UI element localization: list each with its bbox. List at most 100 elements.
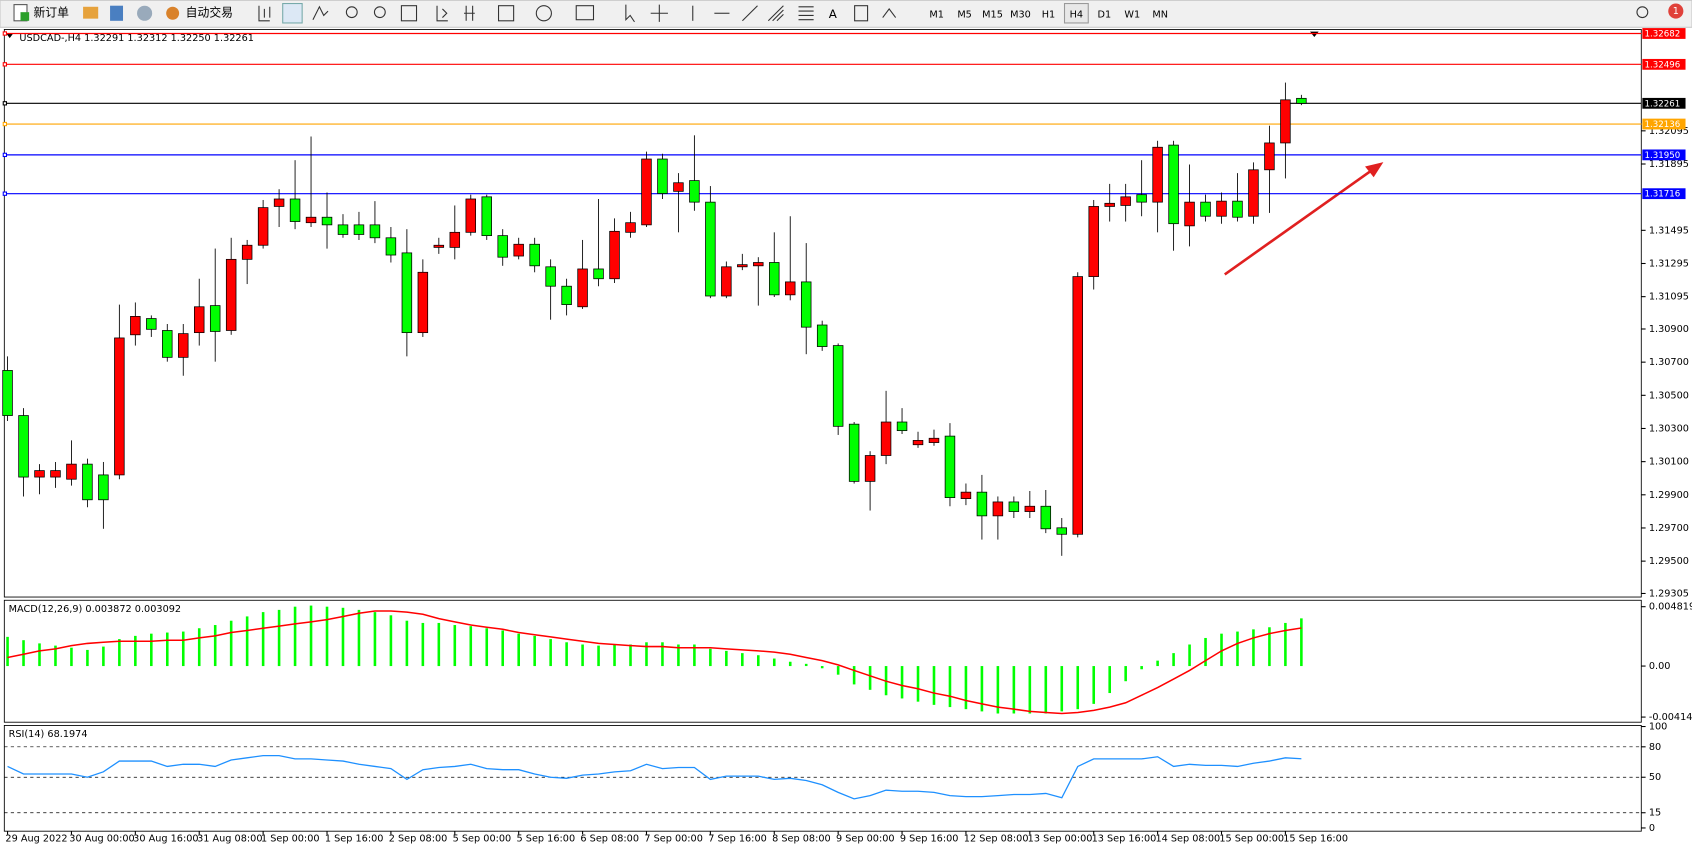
icon-button[interactable]	[798, 6, 814, 21]
timeframe-button[interactable]: M1	[929, 9, 944, 20]
candle-body	[385, 237, 397, 256]
signal-line	[7, 610, 1302, 715]
x-tick-label: 30 Aug 16:00	[133, 834, 198, 845]
candle-body	[912, 440, 924, 446]
icon-button[interactable]	[882, 8, 897, 18]
candle-body	[1024, 505, 1036, 512]
search-button[interactable]	[1636, 6, 1649, 19]
y-tick-label: 1.30700	[1649, 357, 1689, 368]
icon-button[interactable]	[312, 5, 329, 20]
candle-body	[800, 281, 812, 328]
candle-body	[1104, 202, 1115, 207]
candle-body	[816, 324, 828, 347]
icon-button[interactable]	[373, 6, 386, 19]
y-tick-label: 1.30300	[1649, 423, 1689, 434]
icon-button[interactable]	[282, 3, 303, 24]
x-tick-label: 8 Sep 08:00	[772, 834, 831, 845]
new-order-button[interactable]: 新订单	[13, 4, 69, 22]
icon-button[interactable]	[137, 5, 153, 21]
candle-body	[1152, 146, 1163, 203]
text-tool[interactable]: A	[829, 7, 838, 21]
y-tick-label: 80	[1649, 742, 1661, 753]
icon-button[interactable]	[345, 6, 358, 19]
auto-trading-button[interactable]: 自动交易	[166, 6, 233, 20]
line-handle[interactable]	[2, 152, 8, 158]
x-tick-label: 30 Aug 00:00	[69, 834, 134, 845]
y-tick-label: 1.31895	[1649, 159, 1689, 170]
line-handle[interactable]	[2, 191, 8, 196]
price-label-box	[1642, 118, 1686, 130]
icon-button[interactable]	[625, 4, 635, 23]
y-tick-label: 1.29500	[1649, 556, 1689, 567]
price-label-box	[1642, 28, 1686, 39]
price-pane	[3, 29, 1642, 598]
candle-body	[769, 262, 780, 296]
x-tick-label: 15 Sep 16:00	[1283, 834, 1348, 845]
candle-body	[209, 305, 221, 332]
candle-body	[1216, 200, 1227, 217]
candle-body	[753, 262, 764, 267]
icon-button[interactable]	[575, 5, 595, 21]
icon-button[interactable]	[767, 5, 784, 22]
candle-body	[130, 316, 141, 336]
candle-body	[832, 345, 844, 427]
timeframe-button[interactable]: H1	[1042, 9, 1055, 20]
candle-body	[273, 198, 285, 207]
candle-body	[864, 455, 876, 482]
timeframe-button[interactable]: MN	[1152, 9, 1168, 20]
x-tick-label: 1 Sep 00:00	[261, 834, 320, 845]
icon-button[interactable]	[436, 5, 448, 22]
arrow-head	[1365, 162, 1384, 178]
icon-button[interactable]	[650, 4, 668, 22]
y-tick-label: 1.32095	[1649, 126, 1689, 137]
x-tick-label: 6 Sep 08:00	[580, 834, 639, 845]
candle-body	[82, 463, 93, 501]
candle-body	[1120, 196, 1131, 206]
line-handle[interactable]	[2, 31, 8, 36]
timeframe-button[interactable]: D1	[1098, 9, 1112, 20]
price-label-box	[1642, 188, 1686, 200]
candle-body	[1040, 505, 1052, 530]
candle-body	[561, 285, 572, 305]
y-tick-label: 1.30100	[1649, 457, 1689, 468]
icon-button[interactable]	[400, 5, 418, 22]
y-tick-label: 1.29900	[1649, 490, 1689, 501]
candle-body	[305, 216, 317, 224]
candle-body	[241, 244, 253, 260]
timeframe-button[interactable]: M5	[957, 9, 972, 20]
timeframe-button[interactable]: M30	[1010, 9, 1031, 20]
icon-button[interactable]	[83, 6, 99, 19]
icon-button[interactable]	[110, 5, 124, 21]
y-tick-label: 50	[1649, 772, 1661, 783]
macd-title: MACD(12,26,9) 0.003872 0.003092	[9, 604, 181, 615]
icon-button[interactable]	[535, 5, 552, 22]
line-handle[interactable]	[2, 121, 8, 127]
line-handle[interactable]	[2, 62, 8, 67]
candle-body	[225, 258, 237, 331]
icon-button[interactable]	[464, 5, 475, 21]
timeframe-button[interactable]: W1	[1124, 9, 1140, 20]
icon-button[interactable]	[742, 5, 758, 22]
x-tick-label: 14 Sep 08:00	[1155, 834, 1220, 845]
icon-button[interactable]	[258, 5, 271, 22]
candle-body	[1200, 201, 1211, 217]
candle-body	[1056, 527, 1068, 535]
icon-button[interactable]	[497, 5, 515, 22]
y-tick-label: 1.31295	[1649, 258, 1689, 269]
timeframe-button[interactable]: M15	[982, 9, 1003, 20]
candle-body	[1232, 200, 1243, 218]
line-handle[interactable]	[2, 101, 8, 106]
candle-body	[481, 196, 492, 237]
candle-body	[1248, 169, 1259, 217]
candle-body	[705, 201, 716, 297]
candle-body	[960, 491, 972, 499]
y-tick-label: 15	[1649, 808, 1661, 819]
candle-body	[66, 463, 77, 480]
candle-body	[785, 281, 796, 296]
notification-badge[interactable]	[1668, 3, 1684, 19]
price-label: 1.32261	[1645, 99, 1681, 109]
icon-button[interactable]	[854, 5, 869, 22]
icon	[166, 6, 180, 20]
timeframe-button[interactable]: H4	[1070, 9, 1083, 20]
